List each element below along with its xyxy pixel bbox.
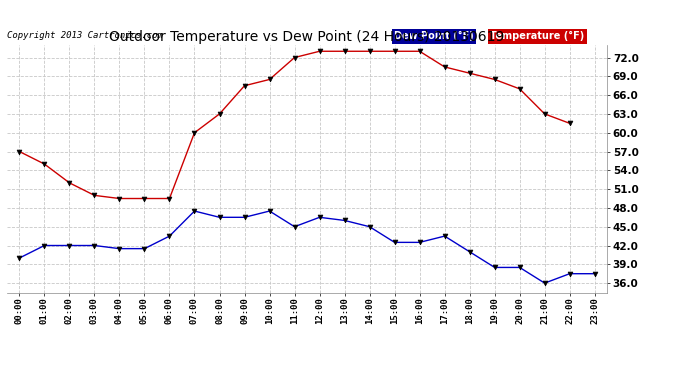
Text: Temperature (°F): Temperature (°F) <box>490 31 584 41</box>
Text: Dew Point (°F): Dew Point (°F) <box>394 31 474 41</box>
Title: Outdoor Temperature vs Dew Point (24 Hours) 20130619: Outdoor Temperature vs Dew Point (24 Hou… <box>109 30 505 44</box>
Text: Copyright 2013 Cartronics.com: Copyright 2013 Cartronics.com <box>7 31 163 40</box>
